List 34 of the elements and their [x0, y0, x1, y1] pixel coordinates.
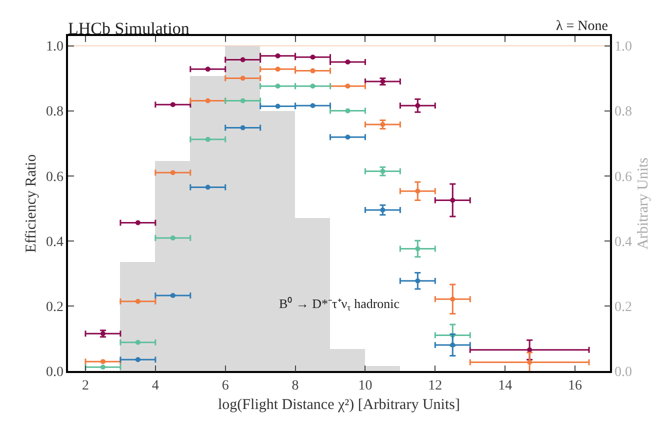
text: λ = None: [556, 19, 608, 34]
y2-axis-title: Arbitrary Units: [636, 157, 652, 250]
x-tick-label: 14: [498, 378, 512, 394]
annotation: B⁰ → D*⁻τ⁺ν$_{τ}$ hadronic: [279, 296, 400, 313]
point: [415, 188, 420, 194]
y-tick-label: 0.8: [46, 104, 64, 120]
x-tick-label: 4: [152, 378, 159, 394]
chart-title: LHCb Simulation: [68, 19, 190, 38]
y-tick-label: 0.2: [46, 300, 64, 315]
x-tick-label: 6: [222, 378, 229, 394]
y2-tick-label: 1.0: [614, 40, 632, 55]
x-axis-title: log(Flight Distance χ²) [Arbitrary Units]: [218, 397, 460, 414]
x-tick-label: 10: [358, 378, 372, 394]
point: [527, 360, 532, 365]
point: [415, 103, 420, 108]
y-tick-label: 0.4: [46, 234, 64, 250]
point: [415, 278, 420, 284]
y2-tick-label: 0.4: [614, 234, 632, 250]
x-tick-label: 12: [428, 378, 442, 394]
y-tick-label: 0.0: [46, 364, 64, 380]
point: [450, 198, 456, 203]
y-tick-label: 1.0: [46, 40, 64, 55]
x-tick-label: 2: [82, 378, 89, 394]
point: [450, 296, 456, 302]
y2-tick-label: 0.0: [614, 364, 632, 380]
point: [415, 246, 420, 252]
y2-tick-label: 0.8: [614, 104, 632, 120]
y-tick-label: 0.6: [46, 170, 64, 185]
x-tick-label: 16: [568, 378, 582, 394]
y2-tick-label: 0.2: [614, 300, 632, 315]
y-axis-title: Efficiency Ratio: [24, 154, 40, 253]
point: [450, 342, 456, 348]
y2-tick-label: 0.6: [614, 170, 632, 185]
x-tick-label: 8: [292, 378, 299, 394]
